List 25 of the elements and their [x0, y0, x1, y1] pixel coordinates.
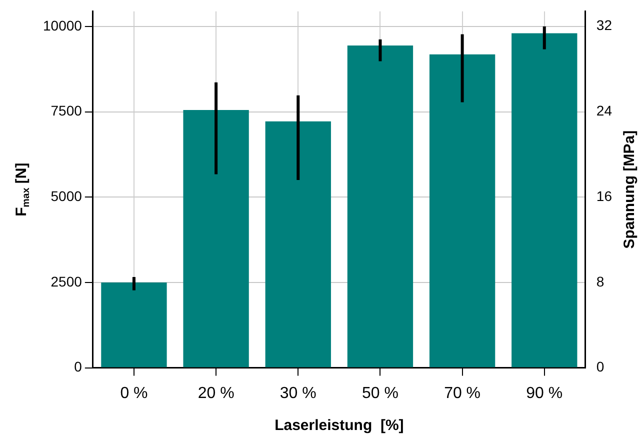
x-axis-title: Laserleistung [%]: [274, 417, 404, 434]
x-tick-label: 50 %: [362, 384, 398, 402]
y-tick-label: 2500: [50, 273, 82, 290]
x-tick-label: 70 %: [444, 384, 481, 402]
y2-axis-title: Spannung [MPa]: [621, 130, 638, 249]
y-tick-label: 5000: [50, 188, 82, 204]
y-tick-label: 7500: [50, 102, 82, 119]
y2-tick-label: 24: [596, 102, 612, 119]
y2-tick-label: 8: [596, 273, 604, 290]
bar: [183, 110, 249, 368]
y2-tick-label: 16: [596, 188, 612, 204]
y-axis-title: Fmax [N]: [13, 162, 32, 216]
bar: [347, 46, 414, 368]
x-tick-label: 90 %: [526, 384, 563, 402]
y-tick-label: 10000: [42, 17, 82, 34]
bar: [512, 33, 578, 368]
x-tick-label: 20 %: [198, 384, 234, 402]
bar: [101, 282, 167, 368]
bar: [265, 121, 331, 368]
x-tick-label: 0 %: [120, 384, 148, 402]
y2-tick-label: 32: [596, 17, 612, 34]
bar: [429, 54, 496, 368]
y2-tick-label: 0: [596, 358, 604, 375]
y-tick-label: 0: [74, 358, 82, 375]
x-tick-label: 30 %: [280, 384, 316, 402]
